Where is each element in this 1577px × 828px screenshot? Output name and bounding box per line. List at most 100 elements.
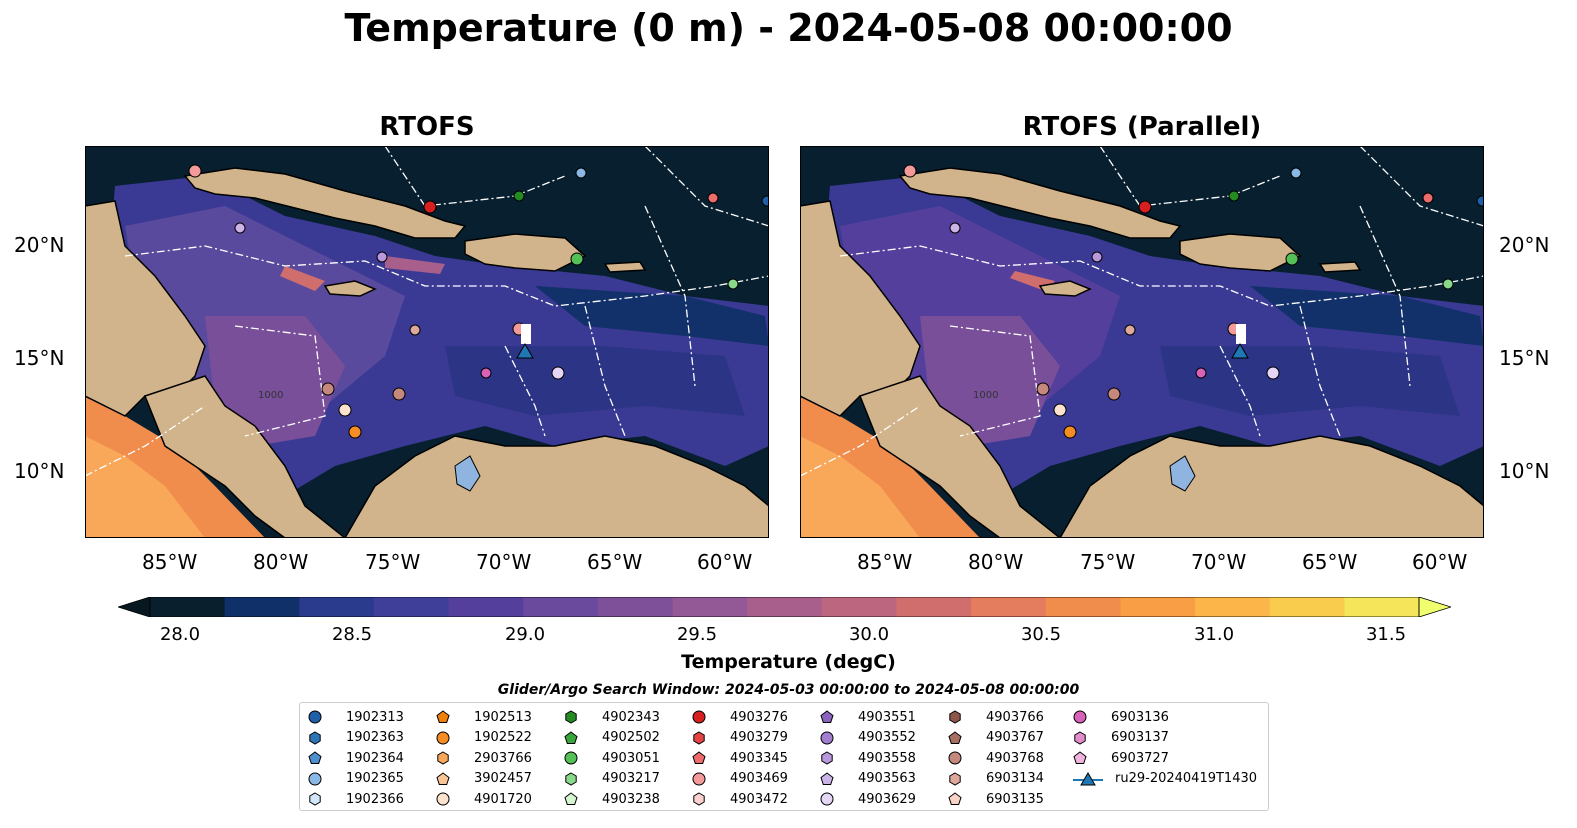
colorbar-bin <box>821 597 897 617</box>
lon-tick-70w-left: 70°W <box>476 550 532 574</box>
legend-item-4902502: 4902502 <box>564 728 660 748</box>
lon-tick-65w-left: 65°W <box>587 550 643 574</box>
land-hispaniola <box>464 233 587 272</box>
legend-label: 1902366 <box>346 791 404 807</box>
marker-4903768-b <box>1107 387 1121 401</box>
marker-4903217 <box>1442 278 1454 290</box>
circle-marker-icon <box>692 710 714 724</box>
hexagon-marker-icon <box>692 731 714 745</box>
hexagon-marker-icon <box>308 792 330 806</box>
marker-4903563 <box>949 222 961 234</box>
lon-tick-60w-right: 60°W <box>1412 550 1468 574</box>
legend-label: 4903552 <box>858 730 916 746</box>
land-jamaica <box>323 280 377 297</box>
marker-4901720 <box>338 403 352 417</box>
legend-item-1902522: 1902522 <box>436 728 532 748</box>
marker-4903768-a <box>1036 382 1050 396</box>
legend-item-4903051: 4903051 <box>564 748 660 768</box>
marker-4903345 <box>1422 192 1434 204</box>
legend-item-1902513: 1902513 <box>436 707 532 727</box>
legend-item-4903766: 4903766 <box>948 707 1044 727</box>
colorbar-bin <box>1120 597 1196 617</box>
marker-4902343 <box>513 190 525 202</box>
legend-item-6903136: 6903136 <box>1073 707 1169 727</box>
marker-4903051 <box>1285 252 1299 266</box>
marker-4903768-a <box>321 382 335 396</box>
legend-label: 4903551 <box>858 709 916 725</box>
eez-boundaries <box>85 146 769 477</box>
legend-label: 4903238 <box>602 791 660 807</box>
pentagon-marker-icon <box>692 751 714 765</box>
marker-1902522 <box>348 425 362 439</box>
warm-spot-cayman <box>280 266 325 291</box>
lat-tick-10n-right: 10°N <box>1499 459 1550 483</box>
circle-marker-icon <box>692 772 714 786</box>
pentagon-marker-icon <box>820 710 842 724</box>
lon-tick-85w-right: 85°W <box>857 550 913 574</box>
circle-marker-icon <box>436 731 458 745</box>
legend-item-4903238: 4903238 <box>564 789 660 809</box>
colorbar-bin <box>299 597 375 617</box>
colorbar-frame <box>149 597 1420 617</box>
legend-item-4903558: 4903558 <box>820 748 916 768</box>
marker-4903051 <box>570 252 584 266</box>
colorbar-bin <box>448 597 524 617</box>
sea-region-honduras-shelf <box>205 316 345 446</box>
legend-item-1902363: 1902363 <box>308 728 404 748</box>
pentagon-marker-icon <box>564 730 586 745</box>
marker-4903276 <box>423 200 437 214</box>
colorbar-tick-28-5: 28.5 <box>331 624 373 645</box>
legend-item-4903551: 4903551 <box>820 707 916 727</box>
lat-tick-10n-left: 10°N <box>14 459 65 483</box>
legend-item-4903629: 4903629 <box>820 789 916 809</box>
marker-4903558 <box>376 251 388 263</box>
legend-item-1902313: 1902313 <box>308 707 404 727</box>
legend-label: 4903629 <box>858 791 916 807</box>
marker-6903136 <box>480 367 492 379</box>
legend-label: ru29-20240419T1430 <box>1115 771 1258 787</box>
marker-4903217 <box>727 278 739 290</box>
lake-maracaibo <box>454 455 481 492</box>
pentagon-marker-icon <box>436 772 458 786</box>
pentagon-marker-icon <box>564 792 586 806</box>
figure-title: Temperature (0 m) - 2024-05-08 00:00:00 <box>344 6 1233 50</box>
lat-tick-20n-left: 20°N <box>14 233 65 257</box>
circle-marker-icon <box>436 792 458 806</box>
lon-tick-80w-left: 80°W <box>253 550 309 574</box>
isobath-label: 1000 <box>973 390 998 401</box>
float-markers <box>903 164 1484 439</box>
legend-item-4903276: 4903276 <box>692 707 788 727</box>
hexagon-marker-icon <box>564 772 586 786</box>
colorbar-bin <box>971 597 1047 617</box>
hexagon-marker-icon <box>564 710 586 724</box>
colorbar-extend-under <box>118 597 151 617</box>
lat-tick-15n-left: 15°N <box>14 346 65 370</box>
lon-tick-60w-left: 60°W <box>697 550 753 574</box>
eez-boundaries <box>800 146 1484 477</box>
legend-item-6903137: 6903137 <box>1073 728 1169 748</box>
colorbar-bin <box>672 597 748 617</box>
legend-label: 4903558 <box>858 750 916 766</box>
legend-item-4903279: 4903279 <box>692 728 788 748</box>
marker-1902522 <box>1063 425 1077 439</box>
pentagon-marker-icon <box>948 730 970 745</box>
marker-4902343 <box>1228 190 1240 202</box>
marker-4903629 <box>1266 366 1280 380</box>
legend-item-4903768: 4903768 <box>948 748 1044 768</box>
land-south-america <box>1059 435 1484 538</box>
legend-item-3902457: 3902457 <box>436 769 532 789</box>
colorbar-bin <box>1344 597 1420 617</box>
colorbar-tick-31-0: 31.0 <box>1193 624 1235 645</box>
legend-item-4901720: 4901720 <box>436 789 532 809</box>
legend-label: 1902364 <box>346 750 404 766</box>
circle-marker-icon <box>308 772 330 786</box>
legend-label: 1902313 <box>346 709 404 725</box>
colorbar-tick-28-0: 28.0 <box>159 624 201 645</box>
legend-label: 4903766 <box>986 709 1044 725</box>
marker-4903558 <box>1091 251 1103 263</box>
legend-label: 4903276 <box>730 709 788 725</box>
lon-tick-70w-right: 70°W <box>1191 550 1247 574</box>
lat-tick-20n-right: 20°N <box>1499 233 1550 257</box>
colorbar-bin <box>523 597 599 617</box>
legend-item-6903135: 6903135 <box>948 789 1044 809</box>
